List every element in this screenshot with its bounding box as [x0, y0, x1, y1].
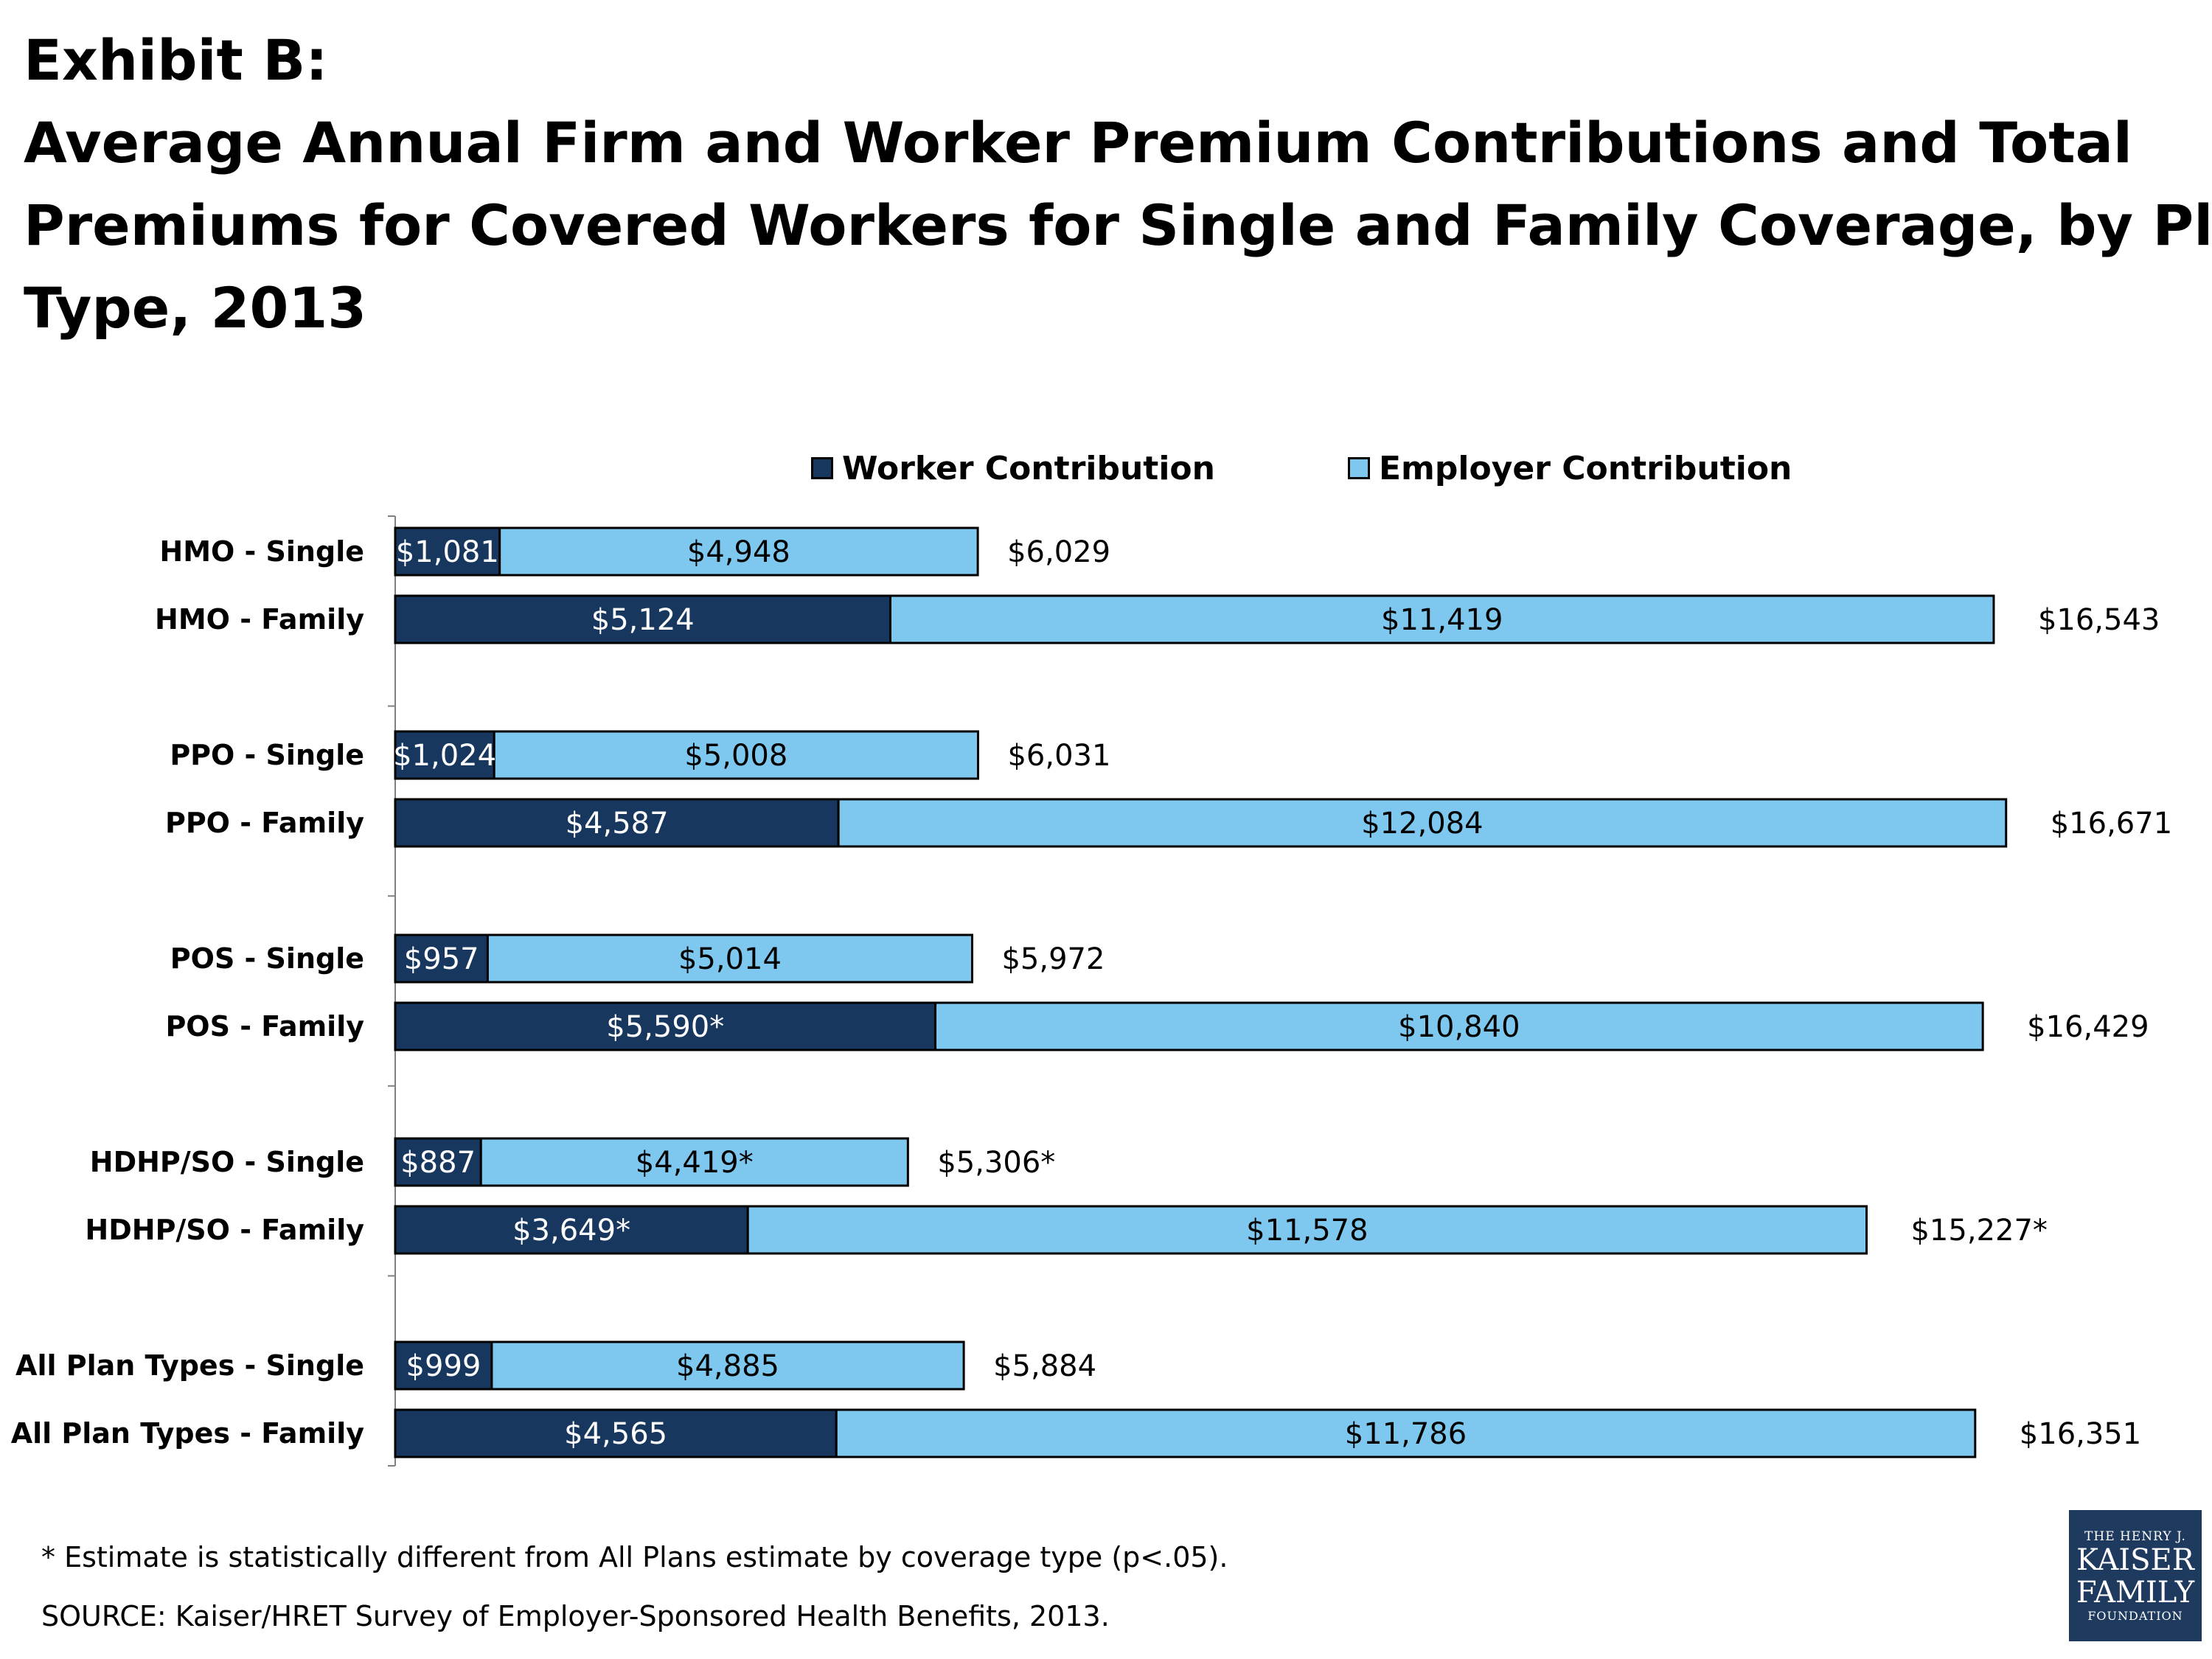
title-line-2: Average Annual Firm and Worker Premium C…	[24, 110, 2132, 175]
legend-label-employer: Employer Contribution	[1378, 449, 1792, 487]
bar-worker-contribution	[394, 1408, 838, 1458]
worker-value-label: $957	[404, 942, 479, 976]
category-label: POS - Single	[170, 942, 364, 975]
worker-value-label: $887	[400, 1146, 476, 1180]
total-value-label: $5,972	[1001, 942, 1105, 976]
worker-value-label: $3,649*	[512, 1214, 630, 1248]
bar-employer-contribution	[479, 1137, 909, 1187]
worker-value-label: $999	[406, 1349, 481, 1383]
employer-value-label: $4,948	[687, 535, 790, 569]
category-label: HMO - Single	[159, 535, 364, 568]
bar-employer-contribution	[837, 798, 2008, 848]
worker-value-label: $4,587	[566, 807, 669, 841]
total-value-label: $5,306*	[937, 1146, 1055, 1180]
legend-swatch-worker	[811, 457, 833, 479]
total-value-label: $6,029	[1007, 535, 1110, 569]
legend-swatch-employer	[1347, 457, 1370, 479]
worker-value-label: $5,590*	[606, 1010, 724, 1044]
bar-employer-contribution	[490, 1340, 965, 1391]
total-value-label: $16,671	[2051, 807, 2172, 841]
employer-value-label: $5,014	[678, 942, 782, 976]
total-value-label: $15,227*	[1910, 1214, 2047, 1248]
bar-worker-contribution	[394, 1137, 482, 1187]
bar-worker-contribution	[394, 730, 495, 780]
title-line-4: Type, 2013	[24, 275, 367, 341]
source-note: SOURCE: Kaiser/HRET Survey of Employer-S…	[41, 1600, 1110, 1632]
footnote: * Estimate is statistically different fr…	[41, 1541, 1228, 1573]
bar-worker-contribution	[394, 1205, 749, 1255]
kff-logo: THE HENRY J. KAISER FAMILY FOUNDATION	[2069, 1510, 2202, 1641]
legend-item-employer: Employer Contribution	[1347, 449, 1792, 487]
bar-employer-contribution	[746, 1205, 1868, 1255]
worker-value-label: $1,081	[396, 535, 499, 569]
bar-employer-contribution	[486, 933, 973, 984]
employer-value-label: $10,840	[1398, 1010, 1520, 1044]
category-label: All Plan Types - Single	[15, 1349, 364, 1382]
category-label: HDHP/SO - Single	[90, 1146, 364, 1178]
legend-label-worker: Worker Contribution	[842, 449, 1215, 487]
category-label: PPO - Family	[165, 807, 364, 839]
bar-worker-contribution	[394, 1001, 937, 1051]
employer-value-label: $5,008	[684, 739, 787, 773]
bar-employer-contribution	[493, 730, 979, 780]
bar-worker-contribution	[394, 526, 501, 577]
bar-employer-contribution	[498, 526, 979, 577]
category-label: POS - Family	[165, 1010, 364, 1043]
title-line-1: Exhibit B:	[24, 27, 328, 93]
total-value-label: $16,429	[2027, 1010, 2149, 1044]
category-label: HDHP/SO - Family	[85, 1214, 364, 1246]
bar-worker-contribution	[394, 933, 489, 984]
employer-value-label: $12,084	[1361, 807, 1483, 841]
worker-value-label: $5,124	[591, 603, 695, 637]
bar-employer-contribution	[889, 594, 1995, 644]
total-value-label: $5,884	[993, 1349, 1096, 1383]
bar-employer-contribution	[835, 1408, 1977, 1458]
worker-value-label: $1,024	[393, 739, 496, 773]
category-label: All Plan Types - Family	[11, 1417, 365, 1450]
employer-value-label: $11,419	[1381, 603, 1503, 637]
category-label: PPO - Single	[170, 739, 364, 771]
category-label: HMO - Family	[155, 603, 364, 636]
title-line-3: Premiums for Covered Workers for Single …	[24, 192, 2212, 258]
employer-value-label: $4,885	[676, 1349, 779, 1383]
legend: Worker Contribution Employer Contributio…	[811, 442, 1924, 494]
worker-value-label: $4,565	[564, 1417, 667, 1451]
bar-employer-contribution	[934, 1001, 1984, 1051]
total-value-label: $16,351	[2020, 1417, 2141, 1451]
employer-value-label: $4,419*	[636, 1146, 754, 1180]
legend-item-worker: Worker Contribution	[811, 450, 1215, 487]
employer-value-label: $11,578	[1246, 1214, 1368, 1248]
total-value-label: $16,543	[2038, 603, 2160, 637]
total-value-label: $6,031	[1007, 739, 1110, 773]
chart-title: Exhibit B: Average Annual Firm and Worke…	[24, 19, 2212, 349]
employer-value-label: $11,786	[1345, 1417, 1467, 1451]
